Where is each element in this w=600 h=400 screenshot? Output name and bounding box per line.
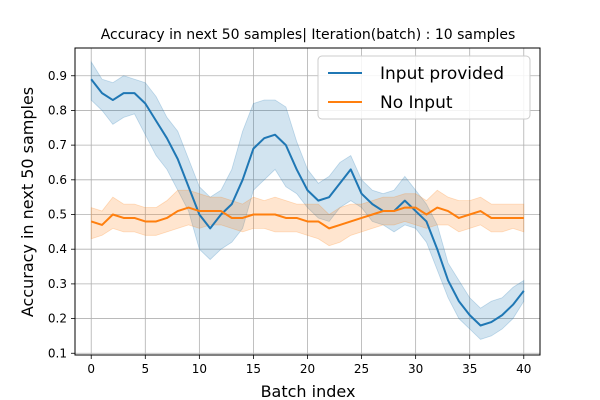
band-no-input [90,189,525,247]
x-tick-label: 35 [462,362,477,376]
legend-label-input-provided: Input provided [380,64,504,84]
y-tick-label: 0.4 [48,242,67,256]
line-no-input [90,206,524,230]
y-tick-label: 0.1 [48,346,67,360]
line-input-provided [90,78,525,327]
x-tick-label: 15 [246,362,261,376]
y-axis-label: Accuracy in next 50 samples [18,87,37,317]
x-axis-label: Batch index [261,382,356,400]
y-tick-label: 0.8 [48,103,67,117]
x-tick-label: 25 [354,362,369,376]
y-tick-label: 0.3 [48,277,67,291]
legend-box [317,55,531,120]
x-tick-label: 40 [516,362,531,376]
x-tick-label: 10 [192,362,207,376]
x-tick-label: 0 [87,362,95,376]
x-tick-label: 5 [141,362,149,376]
y-tick-label: 0.9 [48,69,67,83]
y-tick-label: 0.5 [48,208,67,222]
x-tick-label: 30 [408,362,423,376]
series-lines [90,78,525,327]
y-tick-label: 0.6 [48,173,67,187]
x-tick-label: 20 [300,362,315,376]
y-tick-label: 0.7 [48,138,67,152]
x-axis-ticks: 0 5 10 15 20 25 30 35 40 [87,355,531,376]
band-input-provided [90,60,525,340]
y-tick-label: 0.2 [48,312,67,326]
chart-title: Accuracy in next 50 samples| Iteration(b… [101,27,516,43]
legend-label-no-input: No Input [380,93,453,113]
confidence-bands [90,60,525,340]
y-axis-ticks: 0.1 0.2 0.3 0.4 0.5 0.6 0.7 0.8 0.9 [48,69,75,360]
legend: Input provided No Input [317,55,531,120]
